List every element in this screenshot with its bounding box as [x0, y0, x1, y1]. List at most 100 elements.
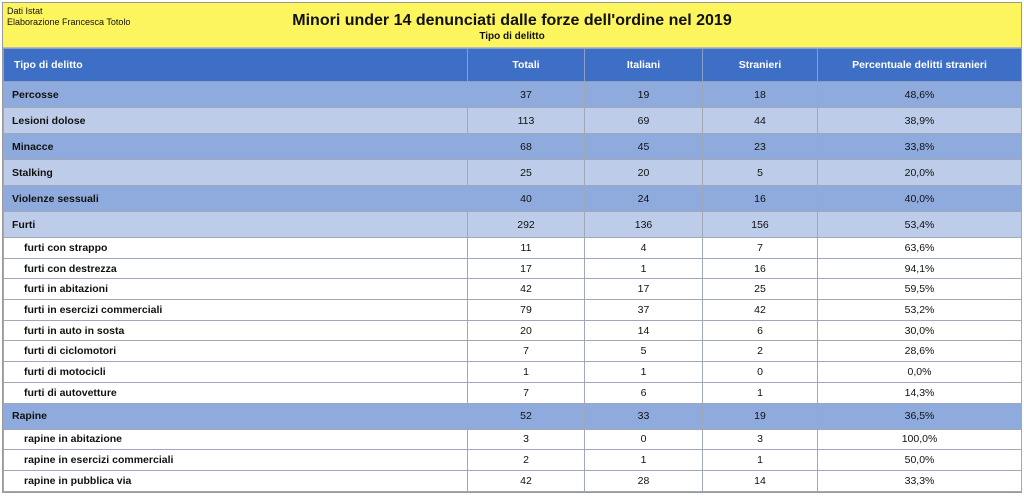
column-header-stranieri: Stranieri — [702, 48, 818, 82]
cell-totali: 42 — [467, 469, 585, 492]
cell-totali: 113 — [467, 107, 585, 134]
cell-italiani: 28 — [584, 469, 703, 492]
cell-percentuale: 38,9% — [817, 107, 1022, 134]
cell-italiani: 33 — [584, 402, 703, 430]
cell-italiani: 20 — [584, 159, 703, 186]
table-row: rapine in pubblica via 42 28 14 33,3% — [3, 469, 1022, 492]
row-label: furti con strappo — [3, 237, 468, 259]
header-row: Tipo di delitto Totali Italiani Stranier… — [3, 48, 1022, 82]
cell-italiani: 37 — [584, 299, 703, 321]
cell-italiani: 69 — [584, 107, 703, 134]
cell-italiani: 24 — [584, 185, 703, 212]
column-header-totali: Totali — [467, 48, 585, 82]
cell-stranieri: 0 — [702, 361, 818, 383]
cell-italiani: 1 — [584, 449, 703, 471]
chart-title: Minori under 14 denunciati dalle forze d… — [292, 12, 732, 29]
cell-percentuale: 14,3% — [817, 381, 1022, 404]
cell-percentuale: 100,0% — [817, 428, 1022, 451]
cell-stranieri: 14 — [702, 469, 818, 492]
cell-totali: 37 — [467, 81, 585, 108]
cell-percentuale: 20,0% — [817, 159, 1022, 186]
cell-italiani: 0 — [584, 428, 703, 451]
table-row: furti di motocicli 1 1 0 0,0% — [3, 361, 1022, 383]
cell-stranieri: 23 — [702, 133, 818, 160]
row-label: Furti — [3, 211, 468, 238]
cell-percentuale: 53,4% — [817, 211, 1022, 238]
row-label: Percosse — [3, 81, 468, 108]
cell-totali: 42 — [467, 278, 585, 301]
cell-stranieri: 156 — [702, 211, 818, 238]
cell-stranieri: 16 — [702, 257, 818, 280]
cell-italiani: 6 — [584, 381, 703, 404]
cell-totali: 20 — [467, 319, 585, 342]
cell-totali: 292 — [467, 211, 585, 238]
cell-stranieri: 3 — [702, 428, 818, 451]
cell-italiani: 17 — [584, 278, 703, 301]
row-label: furti in abitazioni — [3, 278, 468, 301]
cell-totali: 17 — [467, 257, 585, 280]
source-note: Dati Istat Elaborazione Francesca Totolo — [7, 6, 130, 28]
row-label: rapine in pubblica via — [3, 469, 468, 492]
cell-percentuale: 48,6% — [817, 81, 1022, 108]
cell-percentuale: 30,0% — [817, 319, 1022, 342]
cell-italiani: 1 — [584, 257, 703, 280]
cell-totali: 11 — [467, 237, 585, 259]
row-label: Stalking — [3, 159, 468, 186]
row-label: furti di autovetture — [3, 381, 468, 404]
chart-subtitle: Tipo di delitto — [479, 31, 545, 42]
cell-totali: 79 — [467, 299, 585, 321]
data-table: Tipo di delitto Totali Italiani Stranier… — [3, 48, 1022, 492]
cell-italiani: 1 — [584, 361, 703, 383]
cell-stranieri: 44 — [702, 107, 818, 134]
cell-totali: 52 — [467, 402, 585, 430]
row-label: furti con destrezza — [3, 257, 468, 280]
cell-stranieri: 2 — [702, 340, 818, 363]
column-header-tipo: Tipo di delitto — [3, 48, 468, 82]
cell-percentuale: 28,6% — [817, 340, 1022, 363]
cell-stranieri: 7 — [702, 237, 818, 259]
row-label: furti in auto in sosta — [3, 319, 468, 342]
table-row: Minacce 68 45 23 33,8% — [3, 133, 1022, 160]
row-label: Lesioni dolose — [3, 107, 468, 134]
cell-stranieri: 19 — [702, 402, 818, 430]
row-label: rapine in abitazione — [3, 428, 468, 451]
cell-totali: 7 — [467, 340, 585, 363]
table-row: Percosse 37 19 18 48,6% — [3, 81, 1022, 108]
table-row: furti di ciclomotori 7 5 2 28,6% — [3, 340, 1022, 363]
row-label: furti in esercizi commerciali — [3, 299, 468, 321]
cell-totali: 68 — [467, 133, 585, 160]
cell-stranieri: 1 — [702, 381, 818, 404]
cell-totali: 25 — [467, 159, 585, 186]
table-body: Percosse 37 19 18 48,6% Lesioni dolose 113 69 44… — [3, 81, 1022, 492]
cell-totali: 3 — [467, 428, 585, 451]
row-label: Violenze sessuali — [3, 185, 468, 212]
cell-percentuale: 94,1% — [817, 257, 1022, 280]
cell-percentuale: 63,6% — [817, 237, 1022, 259]
row-label: furti di motocicli — [3, 361, 468, 383]
table-row: furti con strappo 11 4 7 63,6% — [3, 237, 1022, 259]
cell-italiani: 5 — [584, 340, 703, 363]
table-row: Stalking 25 20 5 20,0% — [3, 159, 1022, 186]
cell-percentuale: 40,0% — [817, 185, 1022, 212]
table-row: Lesioni dolose 113 69 44 38,9% — [3, 107, 1022, 134]
source-line: Dati Istat — [7, 6, 43, 16]
cell-italiani: 136 — [584, 211, 703, 238]
cell-stranieri: 1 — [702, 449, 818, 471]
table-row: Rapine 52 33 19 36,5% — [3, 402, 1022, 430]
cell-percentuale: 36,5% — [817, 402, 1022, 430]
table-row: rapine in abitazione 3 0 3 100,0% — [3, 428, 1022, 451]
table-row: furti in esercizi commerciali 79 37 42 53,2% — [3, 299, 1022, 321]
cell-percentuale: 53,2% — [817, 299, 1022, 321]
row-label: rapine in esercizi commerciali — [3, 449, 468, 471]
cell-italiani: 14 — [584, 319, 703, 342]
cell-italiani: 45 — [584, 133, 703, 160]
cell-italiani: 19 — [584, 81, 703, 108]
cell-stranieri: 16 — [702, 185, 818, 212]
cell-stranieri: 42 — [702, 299, 818, 321]
cell-stranieri: 18 — [702, 81, 818, 108]
column-header-percentuale: Percentuale delitti stranieri — [817, 48, 1022, 82]
cell-totali: 40 — [467, 185, 585, 212]
column-header-italiani: Italiani — [584, 48, 703, 82]
row-label: Rapine — [3, 402, 468, 430]
